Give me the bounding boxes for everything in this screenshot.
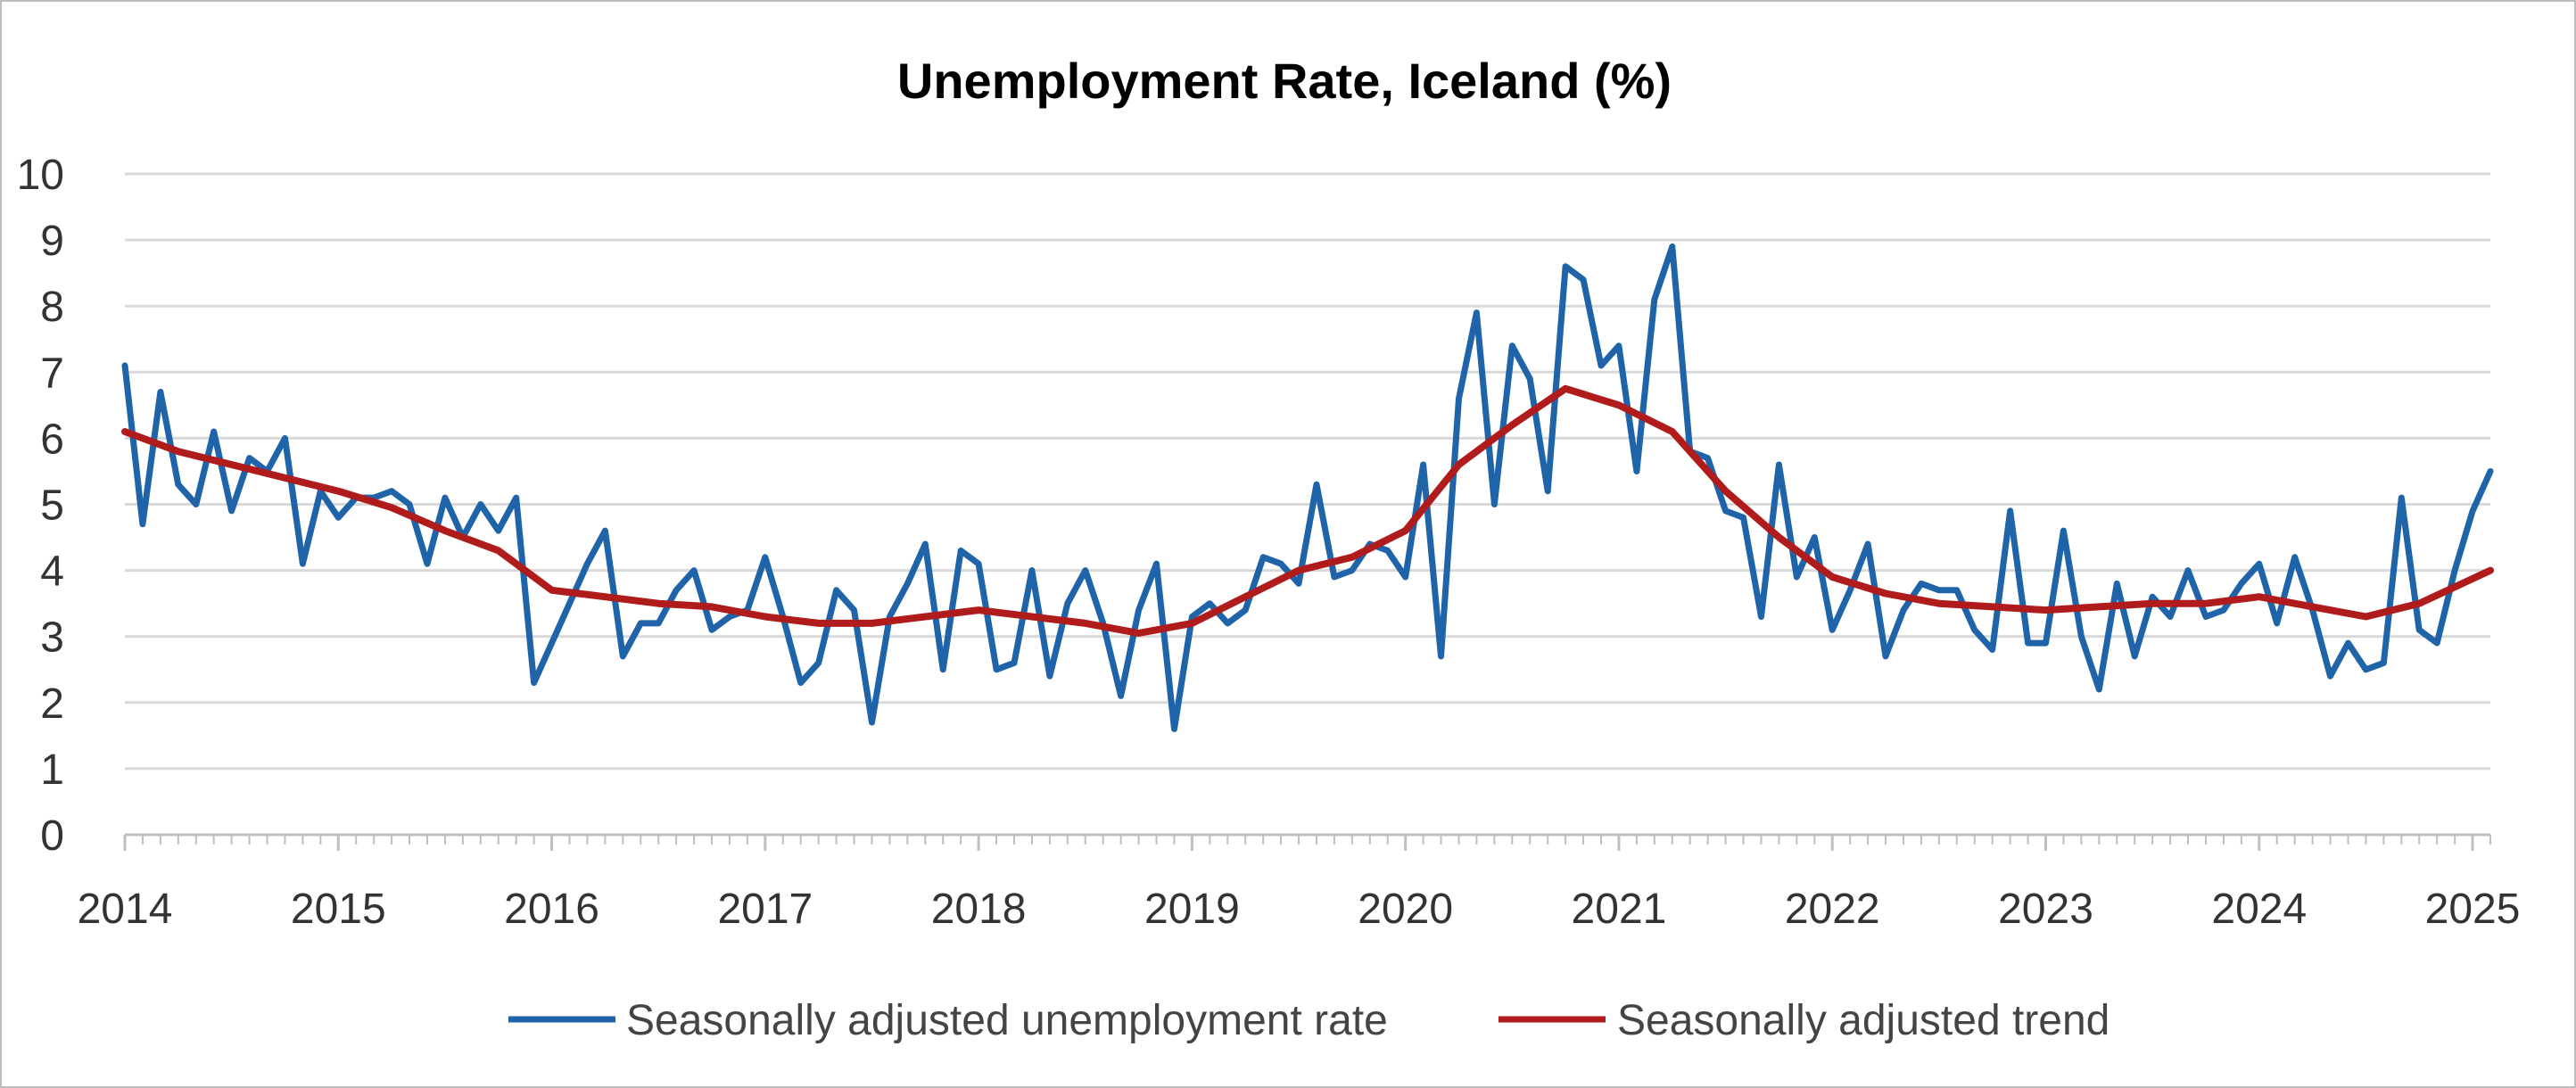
x-axis: 2014 2015 2016 2017 2018 2019 2020 2021 2022 2023… xyxy=(78,835,2521,933)
x-tick-label: 2020 xyxy=(1358,886,1453,933)
unemployment-rate-line xyxy=(121,243,2494,732)
x-tick-label: 2023 xyxy=(1998,886,2093,933)
y-tick-label: 4 xyxy=(40,548,64,596)
y-tick-label: 6 xyxy=(40,416,64,463)
legend-label-unemployment-rate: Seasonally adjusted unemployment rate xyxy=(626,997,1388,1044)
y-tick-label: 3 xyxy=(40,614,64,662)
legend: Seasonally adjusted unemployment rate Se… xyxy=(508,997,2110,1044)
y-tick-label: 7 xyxy=(40,350,64,397)
x-tick-label: 2022 xyxy=(1785,886,1880,933)
y-tick-label: 9 xyxy=(40,218,64,265)
x-tick-label: 2025 xyxy=(2425,886,2521,933)
x-tick-label: 2021 xyxy=(1572,886,1667,933)
legend-label-trend: Seasonally adjusted trend xyxy=(1617,997,2110,1044)
x-tick-label: 2019 xyxy=(1144,886,1240,933)
y-tick-label: 2 xyxy=(40,680,64,728)
trend-line xyxy=(121,384,2494,637)
x-tick-label: 2017 xyxy=(717,886,813,933)
x-tick-label: 2024 xyxy=(2211,886,2307,933)
y-tick-label: 1 xyxy=(40,746,64,794)
x-tick-label: 2014 xyxy=(78,886,173,933)
x-tick-label: 2018 xyxy=(931,886,1027,933)
x-tick-label: 2015 xyxy=(291,886,386,933)
y-tick-label: 0 xyxy=(40,812,64,860)
series-lines xyxy=(121,243,2494,732)
y-tick-label: 8 xyxy=(40,284,64,331)
chart-title: Unemployment Rate, Iceland (%) xyxy=(897,53,1672,109)
x-tick-label: 2016 xyxy=(504,886,599,933)
y-tick-label: 5 xyxy=(40,482,64,530)
y-tick-label: 10 xyxy=(17,152,64,199)
y-axis: 0 1 2 3 4 5 6 7 8 9 10 xyxy=(17,152,64,860)
